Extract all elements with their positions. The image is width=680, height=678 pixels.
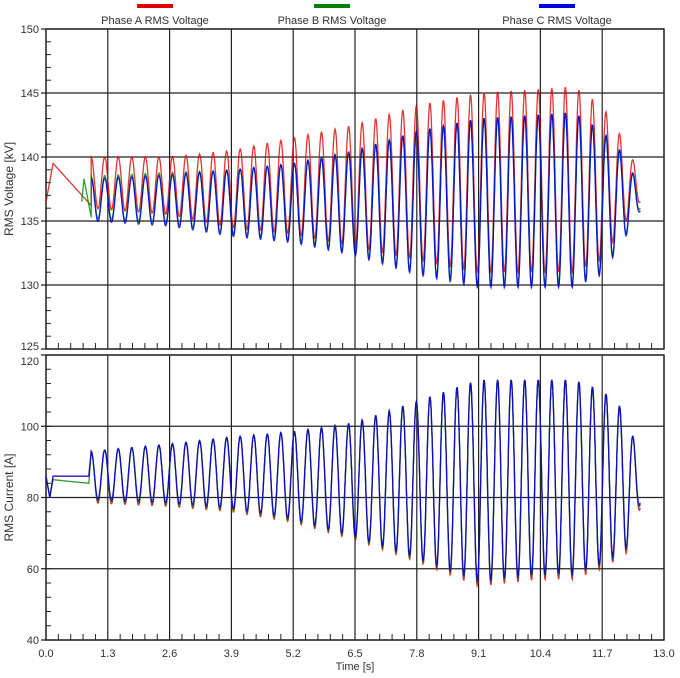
legend-label-2: Phase C RMS Voltage [502,15,611,27]
x-tick-label: 0.0 [38,648,53,660]
y-axis-label: RMS Current [A] [2,453,16,541]
x-tick-label: 2.6 [162,648,177,660]
plot-frame [45,28,665,350]
x-tick-label: 10.4 [530,648,551,660]
x-tick-label: 9.1 [471,648,486,660]
legend-swatch-1 [314,4,350,8]
y-axis-label: RMS Voltage [kV] [2,142,16,236]
y-tick-label: 100 [21,421,39,433]
y-tick-label: 145 [21,88,39,100]
x-tick-label: 11.7 [592,648,613,660]
y-tick-label: 130 [21,280,39,292]
legend-label-1: Phase B RMS Voltage [278,15,387,27]
series-line-2 [45,379,641,584]
y-tick-label: 150 [21,24,39,36]
y-tick-label: 140 [21,152,39,164]
x-tick-label: 5.2 [286,648,301,660]
x-tick-label: 6.5 [347,648,362,660]
x-tick-label: 7.8 [409,648,424,660]
y-tick-label: 125 [21,341,39,353]
y-tick-label: 135 [21,216,39,228]
y-tick-label: 40 [27,635,39,647]
x-tick-label: 3.9 [224,648,239,660]
legend-swatch-0 [137,4,173,8]
legend-swatch-2 [539,4,575,8]
y-tick-label: 60 [27,564,39,576]
plot-frame [45,354,665,641]
panel-current [41,354,665,641]
y-tick-label: 120 [21,356,39,368]
x-tick-label: 1.3 [100,648,115,660]
series-line-2 [90,112,641,290]
x-axis-label: Time [s] [336,661,375,673]
panel-voltage [41,28,665,350]
legend-label-0: Phase A RMS Voltage [101,15,209,27]
x-tick-label: 13.0 [653,648,674,660]
y-tick-label: 80 [27,493,39,505]
